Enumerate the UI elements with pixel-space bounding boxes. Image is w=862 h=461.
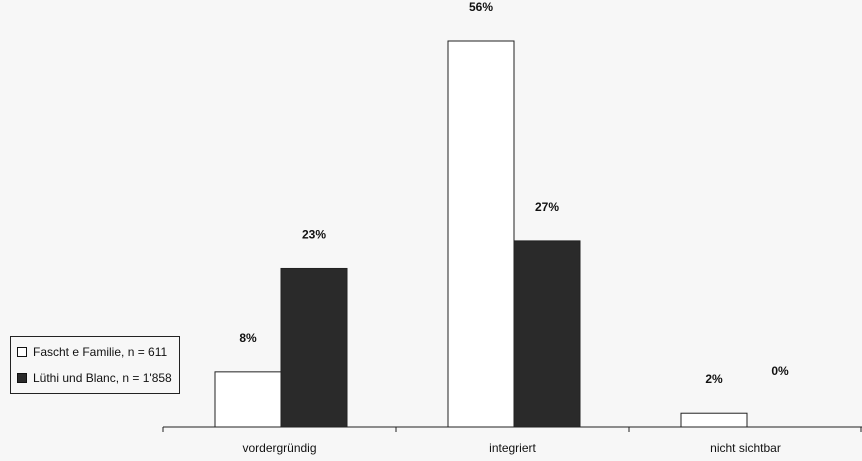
legend-label-series-2: Lüthi und Blanc, n = 1'858 <box>33 371 172 385</box>
legend-label-series-1: Fascht e Familie, n = 611 <box>33 345 168 359</box>
x-tick-label-2: nicht sichtbar <box>710 441 781 455</box>
data-label-series-1-1: 56% <box>469 0 493 14</box>
legend-item-series-1: Fascht e Familie, n = 611 <box>17 345 167 359</box>
legend-item-series-2: Lüthi und Blanc, n = 1'858 <box>17 371 172 385</box>
legend: Fascht e Familie, n = 611 Lüthi und Blan… <box>10 336 180 394</box>
bar-series-1-1 <box>447 40 515 428</box>
x-tick-label-0: vordergründig <box>242 441 316 455</box>
data-label-series-2-1: 27% <box>535 200 559 214</box>
legend-swatch-series-2 <box>17 373 27 383</box>
bar-series-2-0 <box>280 267 348 428</box>
bar-series-1-2 <box>680 412 748 428</box>
data-label-series-1-0: 8% <box>239 331 257 345</box>
x-tick-label-1: integriert <box>489 441 536 455</box>
data-label-series-1-2: 2% <box>705 372 723 386</box>
data-label-series-2-0: 23% <box>302 227 326 241</box>
bar-series-1-0 <box>214 371 282 428</box>
data-label-series-2-2: 0% <box>771 364 789 378</box>
legend-swatch-series-1 <box>17 347 27 357</box>
bar-series-2-1 <box>513 240 581 428</box>
